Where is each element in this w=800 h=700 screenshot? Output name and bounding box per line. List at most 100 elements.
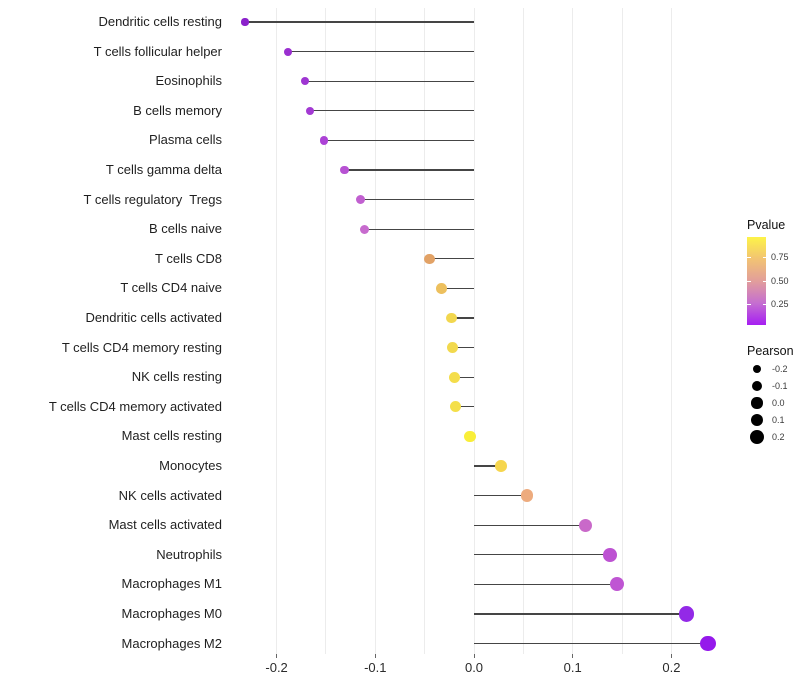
y-axis-label: NK cells activated (118, 487, 222, 503)
y-axis-label: Macrophages M2 (121, 635, 222, 651)
colorbar-tick (747, 281, 751, 282)
pearson-legend-title: Pearson (747, 344, 794, 358)
lollipop-stick (305, 80, 474, 82)
gridline (325, 8, 327, 654)
y-axis-label: Plasma cells (149, 132, 222, 148)
y-axis-label: T cells CD4 naive (120, 280, 222, 296)
x-axis-tick-label: 0.0 (464, 660, 484, 675)
gridline (473, 8, 475, 654)
y-axis-label: NK cells resting (131, 369, 222, 385)
lollipop-dot (446, 342, 458, 354)
lollipop-dot (494, 460, 507, 472)
lollipop-stick (360, 198, 474, 201)
lollipop-stick (441, 287, 474, 290)
lollipop-dot (241, 18, 249, 26)
pearson-size-label: -0.1 (772, 381, 788, 391)
colorbar-tick (747, 257, 751, 259)
pearson-size-label: 0.2 (772, 432, 785, 442)
lollipop-stick (323, 139, 474, 142)
gridline (670, 8, 672, 654)
x-axis-tick-label: -0.2 (265, 660, 288, 675)
lollipop-stick (429, 258, 474, 260)
pvalue-legend-title: Pvalue (747, 218, 786, 232)
lollipop-dot (424, 253, 435, 265)
lollipop-stick (451, 317, 474, 319)
colorbar-tick-label: 0.25 (771, 298, 789, 309)
pearson-size-label: 0.0 (772, 398, 785, 408)
lollipop-dot (700, 635, 716, 652)
pearson-size-dot (751, 380, 762, 391)
x-axis-tick-label: -0.1 (364, 660, 387, 675)
lollipop-stick (474, 642, 708, 645)
lollipop-stick (455, 406, 474, 408)
lollipop-stick (454, 376, 474, 378)
pearson-size-dot (750, 430, 764, 444)
pearson-size-label: -0.2 (772, 364, 788, 374)
y-axis-label: B cells naive (149, 221, 222, 237)
lollipop-dot (436, 283, 447, 294)
x-axis-tick (374, 654, 376, 658)
y-axis-label: Mast cells resting (121, 428, 222, 444)
y-axis-label: T cells CD4 memory activated (48, 398, 222, 414)
y-axis-label: T cells regulatory Tregs (83, 191, 222, 207)
lollipop-dot (449, 401, 461, 413)
lollipop-dot (464, 430, 476, 442)
lollipop-dot (445, 312, 457, 324)
lollipop-stick (474, 554, 611, 556)
pearson-size-label: 0.1 (772, 415, 785, 425)
lollipop-stick (474, 524, 586, 526)
lollipop-dot (306, 106, 315, 115)
lollipop-dot (678, 606, 694, 622)
y-axis-label: T cells CD4 memory resting (61, 339, 222, 355)
lollipop-dot (340, 165, 350, 175)
lollipop-dot (603, 547, 618, 562)
colorbar-tick (762, 257, 766, 259)
x-axis-tick-label: 0.2 (662, 660, 681, 675)
lollipop-dot (610, 577, 625, 592)
lollipop-dot (284, 47, 293, 56)
y-axis-label: T cells gamma delta (105, 162, 222, 177)
pvalue-colorbar (747, 237, 766, 325)
y-axis-label: B cells memory (133, 102, 222, 118)
lollipop-stick (310, 110, 474, 112)
lollipop-stick (245, 21, 474, 23)
pearson-size-dot (752, 364, 762, 374)
lollipop-stick (474, 613, 687, 615)
lollipop-dot (355, 194, 366, 205)
pearson-size-dot (751, 397, 763, 409)
lollipop-stick (474, 583, 618, 586)
lollipop-dot (319, 136, 329, 145)
lollipop-dot (448, 371, 460, 383)
y-axis-label: Eosinophils (155, 73, 223, 89)
lollipop-stick (474, 465, 501, 467)
gridline (374, 8, 376, 654)
lollipop-stick (452, 346, 474, 349)
y-axis-label: Dendritic cells resting (98, 14, 222, 29)
x-axis-tick (276, 654, 278, 658)
y-axis-label: T cells CD8 (155, 250, 222, 266)
colorbar-tick (762, 281, 766, 282)
lollipop-stick (474, 494, 528, 497)
lollipop-stick (288, 50, 474, 53)
x-axis-tick-label: 0.1 (563, 660, 582, 675)
x-axis-tick (572, 654, 574, 658)
y-axis-label: Mast cells activated (108, 517, 222, 533)
lollipop-dot (301, 77, 310, 86)
colorbar-tick-label: 0.75 (771, 252, 789, 263)
gridline (424, 8, 426, 654)
y-axis-label: Macrophages M1 (121, 576, 222, 592)
gridline (621, 8, 623, 654)
gridline (572, 8, 574, 654)
lollipop-dot (521, 489, 534, 502)
colorbar-tick (747, 303, 751, 305)
pearson-size-dot (750, 413, 764, 427)
lollipop-dot (578, 518, 593, 532)
lollipop-dot (359, 224, 370, 234)
lollipop-stick (364, 228, 474, 230)
gridline (522, 8, 524, 654)
colorbar-tick-label: 0.50 (771, 276, 789, 286)
colorbar-tick (762, 303, 766, 305)
y-axis-label: Dendritic cells activated (85, 310, 222, 325)
x-axis-tick (670, 654, 672, 658)
